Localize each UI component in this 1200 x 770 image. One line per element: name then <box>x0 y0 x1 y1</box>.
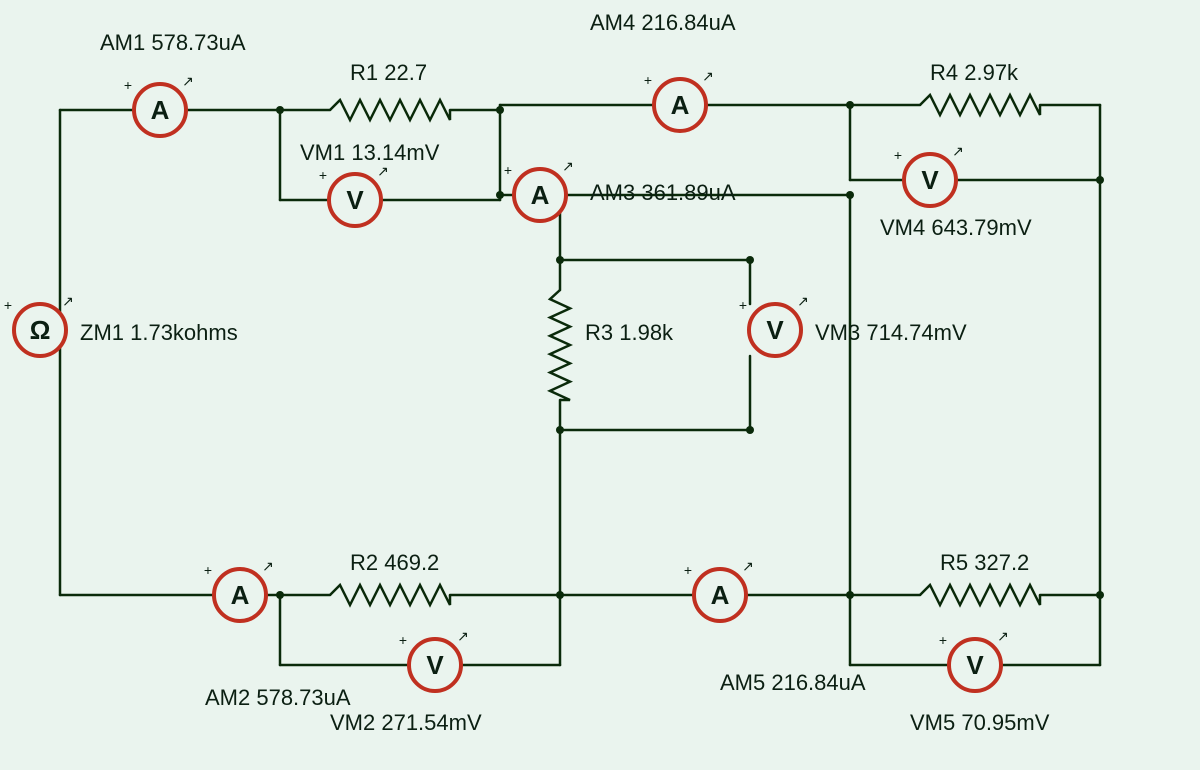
label-am2: AM2 578.73uA <box>205 685 351 711</box>
junction-node <box>846 191 854 199</box>
junction-node <box>556 426 564 434</box>
junction-node <box>276 591 284 599</box>
meter-glyph: A <box>151 95 170 125</box>
resistor-r1 <box>330 100 450 120</box>
label-vm4: VM4 643.79mV <box>880 215 1032 241</box>
plus-icon: + <box>4 297 12 313</box>
arrow-icon: ↗ <box>182 73 194 89</box>
junction-node <box>276 106 284 114</box>
junction-node <box>1096 176 1104 184</box>
arrow-icon: ↗ <box>262 558 274 574</box>
plus-icon: + <box>504 162 512 178</box>
label-r4: R4 2.97k <box>930 60 1018 86</box>
plus-icon: + <box>684 562 692 578</box>
meter-am5: A + ↗ <box>684 558 754 621</box>
resistor-r5 <box>920 585 1040 605</box>
arrow-icon: ↗ <box>702 68 714 84</box>
meter-glyph: V <box>346 185 364 215</box>
junction-node <box>846 101 854 109</box>
plus-icon: + <box>939 632 947 648</box>
meter-am3: A + ↗ <box>504 158 574 221</box>
meter-vm5: V + ↗ <box>939 628 1009 691</box>
label-vm1: VM1 13.14mV <box>300 140 439 166</box>
meter-vm1: V+↗ <box>319 163 389 226</box>
label-vm3: VM3 714.74mV <box>815 320 967 346</box>
arrow-icon: ↗ <box>797 293 809 309</box>
plus-icon: + <box>399 632 407 648</box>
junction-node <box>556 591 564 599</box>
meter-glyph: V <box>921 165 939 195</box>
meter-vm2: V + ↗ <box>399 628 469 691</box>
meter-glyph: V <box>966 650 984 680</box>
junction-node <box>746 256 754 264</box>
label-am1: AM1 578.73uA <box>100 30 246 56</box>
label-r3: R3 1.98k <box>585 320 673 346</box>
arrow-icon: ↗ <box>562 158 574 174</box>
junction-node <box>496 191 504 199</box>
meter-glyph: A <box>671 90 690 120</box>
resistor-r3 <box>550 290 570 400</box>
plus-icon: + <box>739 297 747 313</box>
plus-icon: + <box>644 72 652 88</box>
meter-glyph: A <box>231 580 250 610</box>
plus-icon: + <box>124 77 132 93</box>
plus-icon: + <box>319 167 327 183</box>
label-r5: R5 327.2 <box>940 550 1029 576</box>
meter-am1: A + ↗ <box>124 73 194 136</box>
meter-glyph: A <box>531 180 550 210</box>
label-am3: AM3 361.89uA <box>590 180 736 206</box>
label-am4: AM4 216.84uA <box>590 10 736 36</box>
meter-glyph: A <box>711 580 730 610</box>
arrow-icon: ↗ <box>952 143 964 159</box>
arrow-icon: ↗ <box>457 628 469 644</box>
meter-glyph: V <box>766 315 784 345</box>
label-vm2: VM2 271.54mV <box>330 710 482 736</box>
plus-icon: + <box>204 562 212 578</box>
meter-glyph: V <box>426 650 444 680</box>
label-r1: R1 22.7 <box>350 60 427 86</box>
junction-node <box>1096 591 1104 599</box>
meter-vm4: V + ↗ <box>894 143 964 206</box>
label-r2: R2 469.2 <box>350 550 439 576</box>
resistor-r2 <box>330 585 450 605</box>
meter-zm1: Ω + ↗ <box>4 293 74 356</box>
meter-glyph: Ω <box>30 315 51 345</box>
arrow-icon: ↗ <box>997 628 1009 644</box>
arrow-icon: ↗ <box>62 293 74 309</box>
junction-node <box>496 106 504 114</box>
arrow-icon: ↗ <box>742 558 754 574</box>
junction-node <box>746 426 754 434</box>
label-vm5: VM5 70.95mV <box>910 710 1049 736</box>
meter-am2: A + ↗ <box>204 558 274 621</box>
resistor-r4 <box>920 95 1040 115</box>
label-zm1: ZM1 1.73kohms <box>80 320 238 346</box>
plus-icon: + <box>894 147 902 163</box>
junction-node <box>556 256 564 264</box>
junction-node <box>846 591 854 599</box>
meter-am4: A + ↗ <box>644 68 714 131</box>
label-am5: AM5 216.84uA <box>720 670 866 696</box>
